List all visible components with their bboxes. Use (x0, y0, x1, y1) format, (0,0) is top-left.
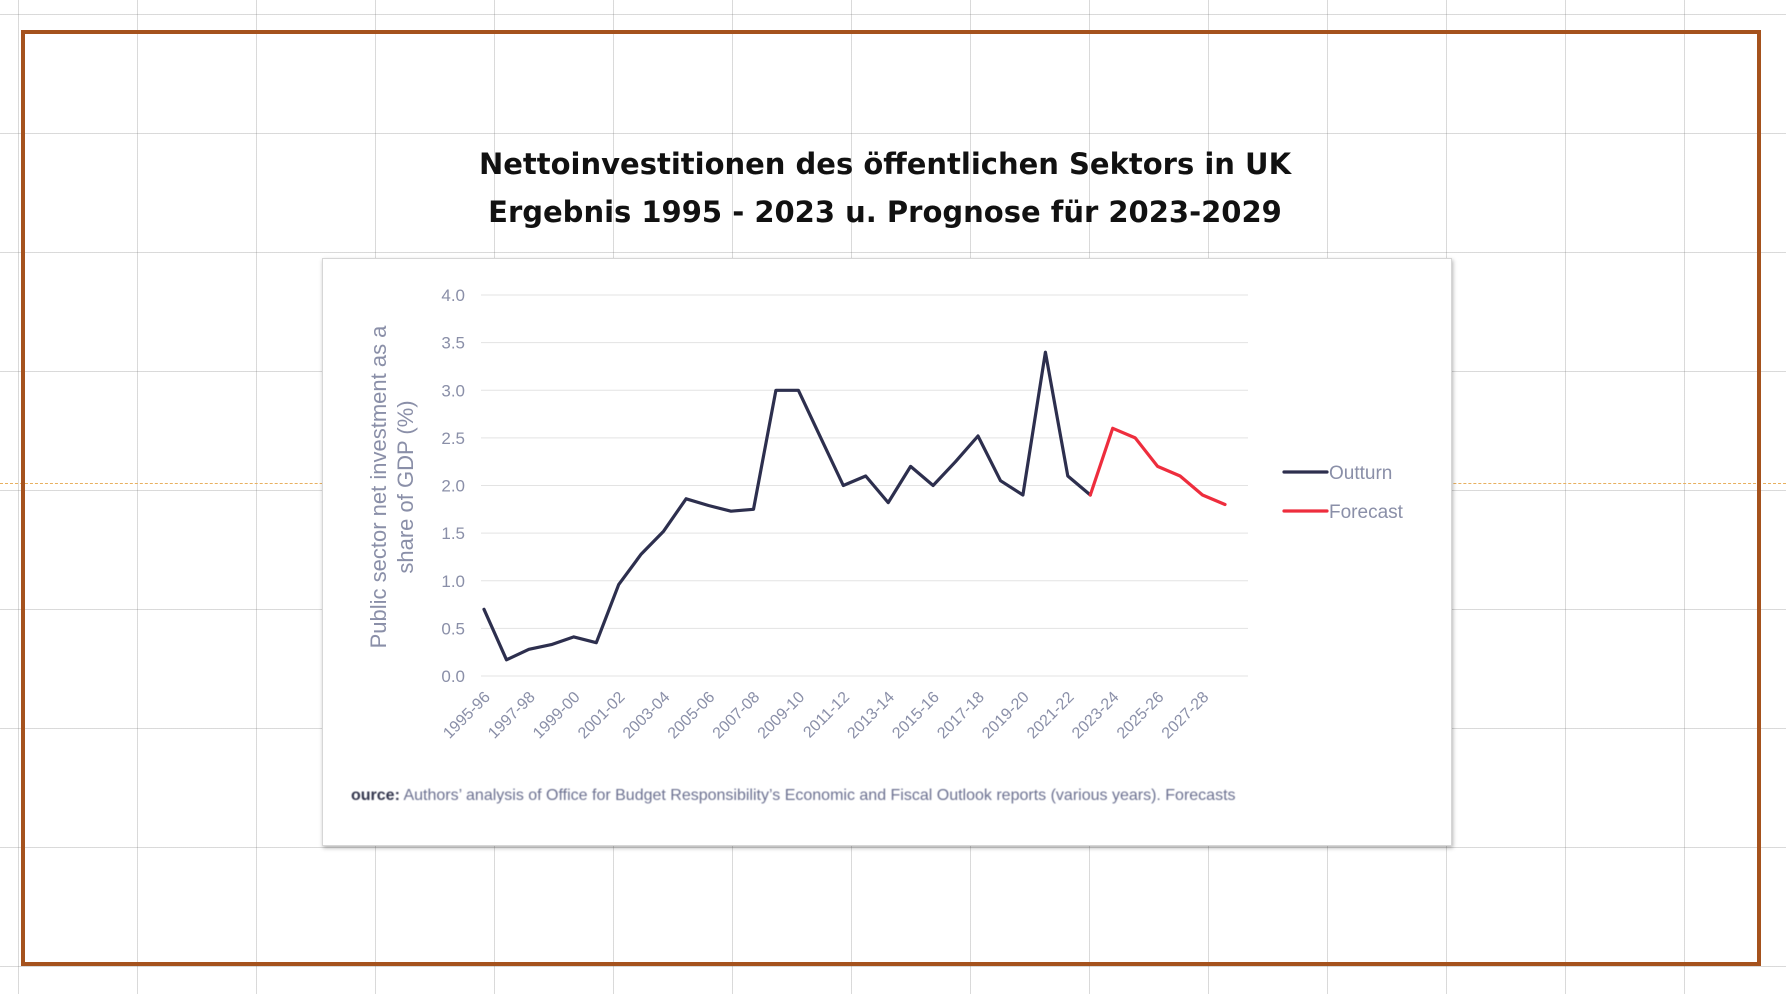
y-tick-label: 2.0 (441, 477, 465, 496)
y-tick-label: 0.5 (441, 619, 465, 638)
y-tick-label: 1.5 (441, 524, 465, 543)
y-tick-label: 2.5 (441, 429, 465, 448)
y-tick-label: 1.0 (441, 572, 465, 591)
y-tick-label: 3.5 (441, 334, 465, 353)
x-tick-label: 2025-26 (1114, 689, 1168, 743)
x-tick-label: 1999-00 (530, 689, 584, 743)
line-chart: 0.0 0.5 1.0 1.5 2.0 2.5 3.0 3.5 4.0 Public sector… (366, 286, 1404, 743)
y-tick-label: 3.0 (441, 381, 465, 400)
slide-title-line-1: Nettoinvestitionen des öffentlichen Sekt… (478, 147, 1292, 181)
series-line-forecast (1088, 426, 1227, 507)
x-tick-label: 2009-10 (755, 689, 809, 743)
source-text: Authors’ analysis of Office for Budget R… (403, 787, 1236, 804)
series-line-outturn (482, 350, 1092, 662)
x-tick-label: 2007-08 (710, 689, 764, 743)
source-label: ource: (351, 787, 400, 804)
x-tick-label: 2013-14 (844, 689, 898, 743)
x-tick-label: 1995-96 (440, 689, 494, 743)
x-tick-label: 1997-98 (485, 689, 539, 743)
y-tick-label: 4.0 (441, 286, 465, 305)
slide-frame (21, 30, 1761, 966)
y-tick-label: 0.0 (441, 667, 465, 686)
x-tick-label: 2027-28 (1159, 689, 1213, 743)
y-axis-title-line-2: share of GDP (%) (393, 400, 418, 573)
x-tick-label: 2011-12 (800, 689, 853, 742)
x-tick-label: 2021-22 (1024, 689, 1078, 743)
x-tick-label: 2001-02 (575, 689, 629, 743)
legend-label-forecast: Forecast (1329, 502, 1404, 523)
x-tick-label: 2017-18 (934, 689, 988, 743)
y-axis-title-line-1: Public sector net investment as a (366, 325, 391, 649)
x-tick-label: 2019-20 (979, 689, 1033, 743)
x-tick-label: 2003-04 (620, 689, 674, 743)
source-note: ource: Authors’ analysis of Office for B… (351, 787, 1441, 809)
x-tick-label: 2005-06 (665, 689, 719, 743)
slide-title-line-2: Ergebnis 1995 - 2023 u. Prognose für 202… (488, 195, 1282, 229)
slide-title: Nettoinvestitionen des öffentlichen Sekt… (385, 140, 1385, 236)
x-tick-label: 2015-16 (889, 689, 943, 743)
x-tick-label: 2023-24 (1069, 689, 1123, 743)
chart-image-card[interactable]: 0.0 0.5 1.0 1.5 2.0 2.5 3.0 3.5 4.0 Public sector… (322, 258, 1452, 846)
legend-label-outturn: Outturn (1329, 463, 1392, 484)
